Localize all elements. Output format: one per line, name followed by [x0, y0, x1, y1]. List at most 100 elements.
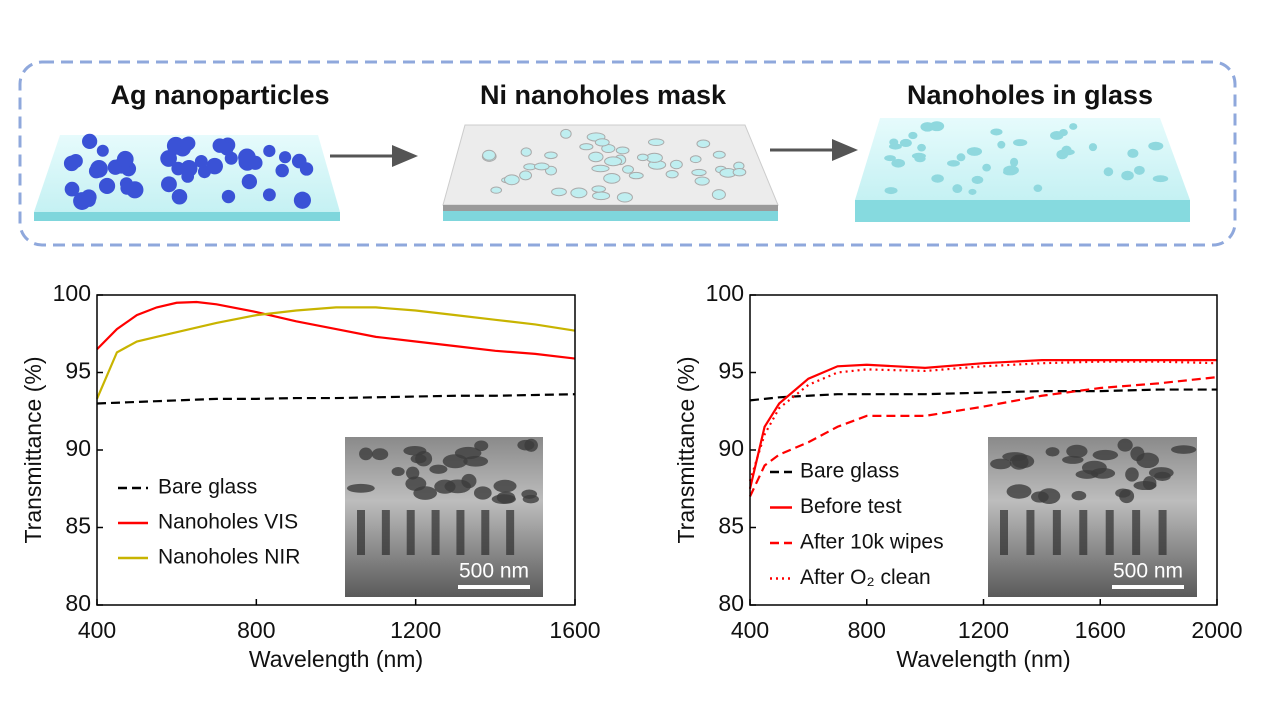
x-tick-label: 800: [848, 617, 886, 643]
hole: [711, 189, 726, 200]
hole: [691, 168, 707, 177]
pore: [1119, 489, 1135, 504]
nanoparticle: [161, 176, 177, 193]
hole: [665, 169, 679, 179]
hole: [884, 155, 896, 162]
hole: [482, 149, 496, 161]
legend-label: Nanoholes NIR: [158, 546, 300, 569]
hole: [592, 191, 611, 201]
step-label: Nanoholes in glass: [907, 80, 1153, 110]
y-axis-label: Transmittance (%): [20, 356, 46, 543]
pore: [1092, 449, 1119, 461]
hole: [947, 160, 960, 167]
nanoparticle: [126, 181, 144, 199]
y-axis-label: Transmittance (%): [673, 356, 699, 543]
pore: [1148, 467, 1174, 479]
pore: [1062, 455, 1084, 464]
hole: [889, 138, 899, 146]
hole: [952, 184, 963, 194]
pore: [346, 483, 375, 493]
arrow: [330, 145, 418, 167]
pore: [481, 510, 490, 555]
data-line: [748, 360, 1218, 482]
pore: [1000, 510, 1008, 555]
scale-bar: [458, 585, 530, 589]
pore: [522, 494, 539, 504]
hole: [1127, 148, 1139, 158]
pore: [403, 446, 427, 456]
hole: [732, 168, 747, 177]
pore: [1066, 444, 1088, 458]
hole: [908, 131, 918, 140]
pore: [1071, 490, 1087, 501]
hole: [884, 187, 898, 195]
nanoparticle: [160, 150, 177, 167]
nanoparticle: [82, 193, 96, 207]
nanoparticle: [98, 177, 116, 195]
nanoparticle: [279, 151, 292, 164]
hole: [1088, 143, 1098, 152]
data-line: [749, 388, 1217, 402]
pore: [474, 440, 489, 452]
pore: [1130, 446, 1145, 462]
hole: [911, 152, 926, 160]
nanoparticle: [212, 138, 227, 153]
nanoparticle: [194, 155, 208, 168]
hole: [588, 151, 604, 163]
pore: [410, 454, 427, 464]
hole: [931, 174, 944, 183]
nanoparticle: [82, 133, 98, 149]
legend-label: Bare glass: [800, 460, 899, 483]
hole: [544, 151, 558, 160]
pore: [1045, 447, 1060, 457]
pore: [1038, 488, 1061, 505]
hole: [504, 174, 520, 186]
pore: [1052, 510, 1061, 555]
y-tick-label: 85: [65, 513, 91, 539]
y-tick-label: 80: [65, 590, 91, 616]
nanoparticle: [241, 173, 258, 190]
nanoparticle: [116, 150, 134, 168]
scale-bar-label: 500 nm: [459, 560, 529, 583]
hole: [956, 153, 966, 162]
hole: [1060, 148, 1075, 156]
pore: [473, 486, 492, 500]
hole: [520, 147, 532, 157]
hole: [636, 153, 649, 162]
hole: [1050, 131, 1064, 140]
pore: [506, 510, 515, 555]
hole: [628, 171, 644, 180]
hole: [1010, 157, 1019, 167]
pore: [1105, 510, 1114, 555]
pore: [1006, 484, 1032, 499]
pore: [454, 446, 482, 460]
data-line: [96, 393, 576, 405]
legend-label: Bare glass: [158, 476, 257, 499]
hole: [1013, 139, 1028, 147]
pore: [1026, 510, 1035, 555]
pore: [381, 510, 390, 555]
hole: [694, 176, 710, 186]
hole: [519, 170, 533, 181]
nanoparticle: [221, 189, 236, 204]
pore: [1158, 510, 1167, 555]
hole: [920, 122, 935, 132]
pore: [1125, 467, 1139, 482]
legend-label: Before test: [800, 495, 902, 518]
nanoparticle: [88, 163, 104, 179]
hole: [1033, 184, 1043, 192]
hole: [982, 163, 991, 172]
pore: [1132, 510, 1141, 555]
hole: [551, 187, 567, 197]
nanoparticle: [238, 153, 257, 171]
hole: [603, 173, 621, 184]
legend-label: After 10k wipes: [800, 531, 944, 554]
hole: [712, 150, 726, 159]
x-tick-label: 1200: [390, 617, 441, 643]
hole: [591, 164, 610, 173]
hole: [490, 186, 503, 194]
nanoparticle: [262, 188, 276, 202]
legend-label: Nanoholes VIS: [158, 511, 298, 534]
x-tick-label: 1600: [1075, 617, 1126, 643]
